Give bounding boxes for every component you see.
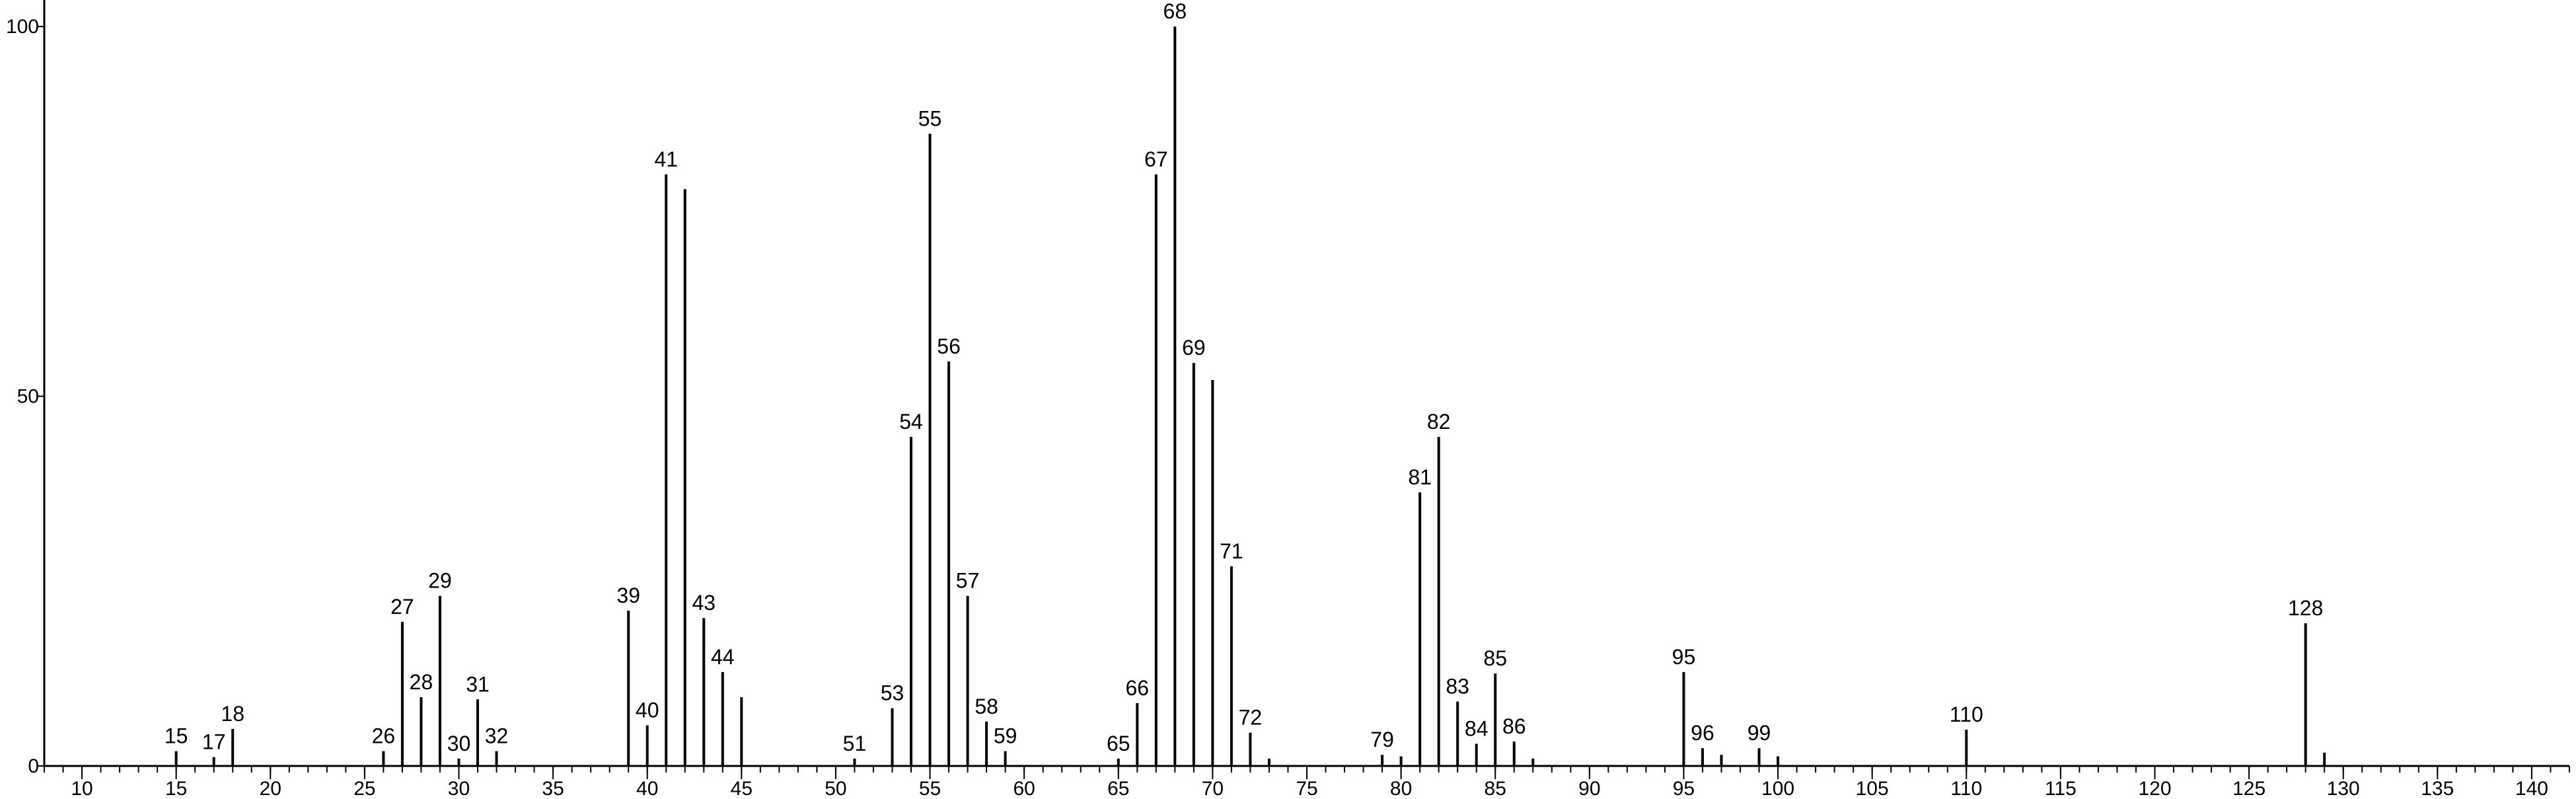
peak-label: 29 xyxy=(428,569,452,593)
peak-label: 82 xyxy=(1427,410,1451,434)
x-tick-label: 70 xyxy=(1202,778,1224,799)
peak-label: 67 xyxy=(1144,147,1168,171)
peak-label: 55 xyxy=(918,106,942,130)
x-tick-label: 45 xyxy=(731,778,753,799)
x-tick-label: 15 xyxy=(165,778,187,799)
peak-label: 32 xyxy=(485,724,509,748)
peak-label: 15 xyxy=(165,724,188,748)
peak-label: 95 xyxy=(1672,645,1696,669)
peak-label: 86 xyxy=(1502,714,1526,738)
peak-label: 57 xyxy=(956,569,980,593)
peak-label: 40 xyxy=(636,698,659,722)
peak-label: 72 xyxy=(1239,706,1263,730)
x-tick-label: 50 xyxy=(825,778,846,799)
peak-label: 79 xyxy=(1370,728,1394,751)
peak-label: 30 xyxy=(447,732,471,755)
peak-label: 128 xyxy=(2288,596,2323,620)
peak-label: 99 xyxy=(1748,721,1771,745)
peak-label: 43 xyxy=(692,591,716,615)
x-tick-label: 65 xyxy=(1107,778,1129,799)
x-tick-label: 35 xyxy=(542,778,564,799)
peak-label: 53 xyxy=(881,681,904,705)
peak-label: 96 xyxy=(1691,721,1714,745)
x-tick-label: 125 xyxy=(2232,778,2265,799)
x-tick-label: 115 xyxy=(2045,778,2077,799)
x-tick-label: 30 xyxy=(448,778,470,799)
x-tick-label: 20 xyxy=(260,778,281,799)
y-tick-label: 50 xyxy=(17,386,39,408)
peak-label: 68 xyxy=(1163,0,1187,23)
peak-label: 59 xyxy=(994,724,1017,748)
peak-label: 51 xyxy=(843,732,867,755)
peak-label: 44 xyxy=(711,645,735,669)
peak-label: 69 xyxy=(1182,336,1206,360)
peak-label: 71 xyxy=(1220,539,1243,563)
peak-label: 27 xyxy=(390,595,414,619)
x-tick-label: 10 xyxy=(71,778,92,799)
peak-label: 66 xyxy=(1126,676,1150,700)
peak-label: 110 xyxy=(1950,703,1983,726)
peak-label: 65 xyxy=(1107,732,1130,755)
x-tick-label: 130 xyxy=(2327,778,2360,799)
x-tick-label: 80 xyxy=(1390,778,1412,799)
peak-label: 18 xyxy=(221,702,244,726)
x-tick-label: 25 xyxy=(353,778,375,799)
peak-label: 54 xyxy=(899,410,923,434)
y-tick-label: 0 xyxy=(28,755,39,777)
x-tick-label: 95 xyxy=(1673,778,1695,799)
x-tick-label: 140 xyxy=(2515,778,2548,799)
x-tick-label: 40 xyxy=(636,778,658,799)
peak-label: 39 xyxy=(616,584,640,607)
peak-label: 28 xyxy=(410,670,433,694)
x-tick-label: 105 xyxy=(1856,778,1889,799)
x-tick-label: 135 xyxy=(2421,778,2454,799)
x-tick-label: 85 xyxy=(1485,778,1506,799)
peak-label: 26 xyxy=(372,724,396,748)
peak-label: 58 xyxy=(975,695,998,718)
x-tick-label: 60 xyxy=(1013,778,1035,799)
x-tick-label: 75 xyxy=(1296,778,1317,799)
peak-label: 56 xyxy=(937,334,961,358)
x-tick-label: 110 xyxy=(1950,778,1982,799)
peak-label: 81 xyxy=(1408,465,1432,489)
peak-label: 31 xyxy=(466,672,490,696)
peak-label: 17 xyxy=(202,730,226,754)
x-tick-label: 90 xyxy=(1578,778,1600,799)
peak-label: 85 xyxy=(1483,646,1507,670)
peak-label: 83 xyxy=(1446,675,1469,699)
x-tick-label: 100 xyxy=(1761,778,1794,799)
x-tick-label: 55 xyxy=(919,778,941,799)
x-tick-label: 120 xyxy=(2138,778,2171,799)
peak-label: 84 xyxy=(1465,716,1489,740)
peak-label: 41 xyxy=(654,147,678,171)
y-tick-label: 100 xyxy=(6,16,39,38)
